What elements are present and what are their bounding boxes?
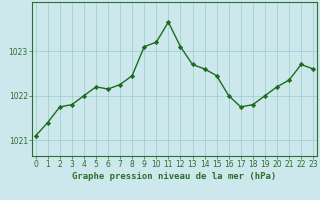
X-axis label: Graphe pression niveau de la mer (hPa): Graphe pression niveau de la mer (hPa)	[72, 172, 276, 181]
